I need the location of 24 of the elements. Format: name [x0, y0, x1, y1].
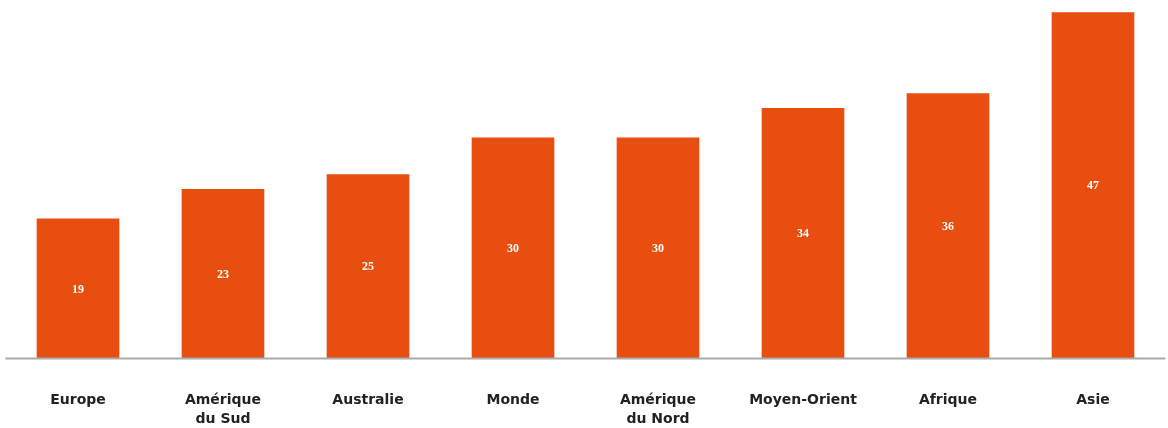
x-tick-label: Australie	[332, 390, 404, 407]
bar	[36, 218, 120, 359]
data-label: 30	[507, 241, 519, 255]
data-label: 19	[72, 281, 84, 296]
bar	[181, 189, 265, 359]
data-label: 47	[1087, 178, 1099, 193]
data-label: 23	[217, 266, 229, 281]
x-tick-label: Europe	[50, 390, 106, 407]
bar	[616, 137, 700, 359]
x-tick-label: Amérique du Sud	[184, 390, 262, 426]
bar	[326, 174, 410, 359]
bar	[761, 108, 845, 359]
bar	[906, 93, 990, 359]
x-tick-label: Afrique	[918, 390, 978, 407]
data-label: 36	[942, 218, 954, 233]
data-label: 25	[362, 259, 374, 274]
x-tick-label: Asie	[1076, 390, 1110, 407]
data-label: 30	[652, 241, 664, 255]
bar	[1051, 12, 1135, 359]
x-tick-label: Monde	[486, 390, 540, 407]
data-label: 34	[797, 226, 809, 241]
x-tick-label: Amérique du Nord	[619, 390, 697, 426]
x-tick-label: Moyen-Orient	[749, 390, 858, 407]
bar	[471, 137, 555, 359]
